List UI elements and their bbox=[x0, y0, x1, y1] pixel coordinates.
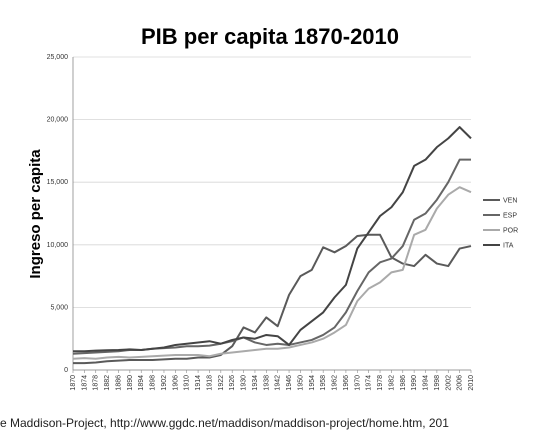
x-tick-label: 1926 bbox=[229, 375, 236, 391]
x-tick-label: 1966 bbox=[343, 375, 350, 391]
x-tick-label: 1902 bbox=[161, 375, 168, 391]
x-tick-label: 1886 bbox=[115, 375, 122, 391]
x-tick-label: 1942 bbox=[275, 375, 282, 391]
x-tick-label: 1982 bbox=[388, 375, 395, 391]
x-tick-label: 1874 bbox=[81, 375, 88, 391]
x-tick-label: 1878 bbox=[93, 375, 100, 391]
x-tick-label: 1906 bbox=[172, 375, 179, 391]
legend-label: VEN bbox=[503, 198, 517, 205]
x-tick-label: 1882 bbox=[104, 375, 111, 391]
series-line bbox=[72, 186, 472, 360]
y-tick-label: 15,000 bbox=[47, 179, 69, 186]
x-tick-label: 1898 bbox=[150, 375, 157, 391]
legend-label: POR bbox=[503, 228, 518, 235]
x-tick-label: 1970 bbox=[354, 375, 361, 391]
y-axis-title: Ingreso per capita bbox=[27, 149, 44, 279]
x-tick-label: 1914 bbox=[195, 375, 202, 391]
source-note: e Maddison-Project, http://www.ggdc.net/… bbox=[0, 416, 449, 430]
chart-title: PIB per capita 1870-2010 bbox=[141, 24, 399, 49]
x-tick-label: 1962 bbox=[332, 375, 339, 391]
x-tick-label: 1986 bbox=[400, 375, 407, 391]
x-tick-label: 1894 bbox=[138, 375, 145, 391]
y-tick-label: 25,000 bbox=[47, 54, 69, 61]
x-tick-label: 1910 bbox=[184, 375, 191, 391]
x-tick-label: 2010 bbox=[468, 375, 475, 391]
y-tick-label: 10,000 bbox=[47, 242, 69, 249]
x-tick-label: 1930 bbox=[241, 375, 248, 391]
x-tick-label: 1918 bbox=[206, 375, 213, 391]
series-line bbox=[73, 126, 472, 353]
x-tick-label: 1974 bbox=[366, 375, 373, 391]
x-tick-label: 1954 bbox=[309, 375, 316, 391]
x-tick-label: 1998 bbox=[434, 375, 441, 391]
x-tick-label: 1950 bbox=[297, 375, 304, 391]
y-tick-label: 0 bbox=[64, 367, 68, 374]
x-tick-label: 1958 bbox=[320, 375, 327, 391]
y-tick-label: 5,000 bbox=[50, 304, 68, 311]
x-tick-label: 1946 bbox=[286, 375, 293, 391]
x-tick-label: 1934 bbox=[252, 375, 259, 391]
x-tick-label: 1990 bbox=[411, 375, 418, 391]
x-tick-label: 2006 bbox=[457, 375, 464, 391]
x-tick-label: 2002 bbox=[445, 375, 452, 391]
x-tick-label: 1890 bbox=[127, 375, 134, 391]
legend-label: ESP bbox=[503, 213, 517, 220]
x-tick-label: 1994 bbox=[423, 375, 430, 391]
x-tick-label: 1978 bbox=[377, 375, 384, 391]
series-line bbox=[72, 158, 471, 355]
y-tick-label: 20,000 bbox=[47, 117, 69, 124]
x-tick-label: 1938 bbox=[263, 375, 270, 391]
legend-label: ITA bbox=[503, 243, 514, 250]
x-tick-label: 1870 bbox=[70, 375, 77, 391]
x-tick-label: 1922 bbox=[218, 375, 225, 391]
